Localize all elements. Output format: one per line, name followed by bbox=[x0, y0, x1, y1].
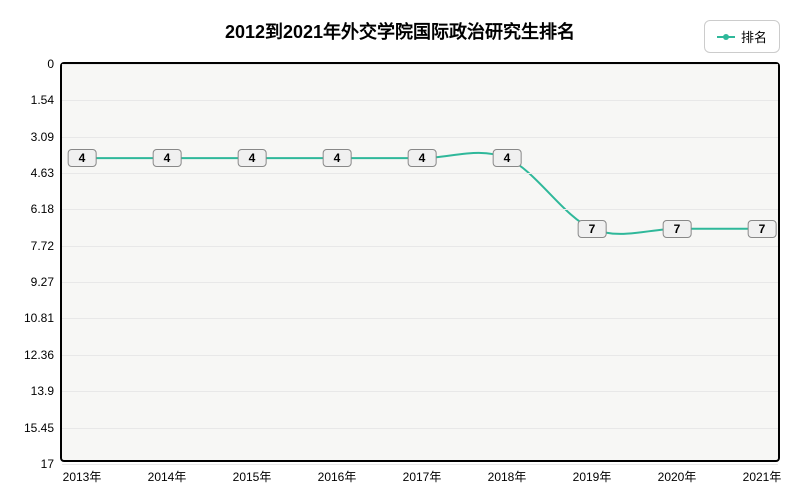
data-label: 4 bbox=[153, 149, 182, 167]
y-axis-label: 15.45 bbox=[24, 421, 54, 435]
x-axis-label: 2013年 bbox=[63, 468, 102, 485]
y-axis-label: 13.9 bbox=[31, 384, 54, 398]
data-label: 7 bbox=[663, 220, 692, 238]
grid-line bbox=[62, 318, 778, 319]
x-axis-label: 2019年 bbox=[573, 468, 612, 485]
y-axis-label: 1.54 bbox=[31, 93, 54, 107]
grid-line bbox=[62, 246, 778, 247]
data-label: 7 bbox=[748, 220, 777, 238]
plot-area: 01.543.094.636.187.729.2710.8112.3613.91… bbox=[60, 62, 780, 462]
y-axis-label: 7.72 bbox=[31, 239, 54, 253]
chart-container: 2012到2021年外交学院国际政治研究生排名 排名 01.543.094.63… bbox=[0, 0, 800, 500]
line-svg bbox=[62, 64, 778, 460]
y-axis-label: 0 bbox=[47, 57, 54, 71]
y-axis-label: 10.81 bbox=[24, 311, 54, 325]
y-axis-label: 12.36 bbox=[24, 348, 54, 362]
grid-line bbox=[62, 428, 778, 429]
legend: 排名 bbox=[704, 20, 780, 53]
grid-line bbox=[62, 282, 778, 283]
data-label: 4 bbox=[493, 149, 522, 167]
chart-title: 2012到2021年外交学院国际政治研究生排名 bbox=[0, 18, 800, 44]
legend-marker bbox=[723, 34, 729, 40]
y-axis-label: 17 bbox=[41, 457, 54, 471]
x-axis-label: 2015年 bbox=[233, 468, 272, 485]
grid-line bbox=[62, 100, 778, 101]
x-axis-label: 2014年 bbox=[148, 468, 187, 485]
grid-line bbox=[62, 464, 778, 465]
grid-line bbox=[62, 64, 778, 65]
grid-line bbox=[62, 355, 778, 356]
x-axis-label: 2018年 bbox=[488, 468, 527, 485]
grid-line bbox=[62, 173, 778, 174]
grid-line bbox=[62, 391, 778, 392]
x-axis-label: 2016年 bbox=[318, 468, 357, 485]
legend-label: 排名 bbox=[741, 27, 767, 46]
legend-line bbox=[717, 36, 735, 38]
x-axis-label: 2017年 bbox=[403, 468, 442, 485]
data-label: 4 bbox=[238, 149, 267, 167]
y-axis-label: 3.09 bbox=[31, 130, 54, 144]
data-label: 7 bbox=[578, 220, 607, 238]
y-axis-label: 4.63 bbox=[31, 166, 54, 180]
x-axis-label: 2021年 bbox=[743, 468, 782, 485]
x-axis-label: 2020年 bbox=[658, 468, 697, 485]
data-label: 4 bbox=[323, 149, 352, 167]
grid-line bbox=[62, 137, 778, 138]
data-label: 4 bbox=[408, 149, 437, 167]
data-label: 4 bbox=[68, 149, 97, 167]
y-axis-label: 6.18 bbox=[31, 202, 54, 216]
y-axis-label: 9.27 bbox=[31, 275, 54, 289]
grid-line bbox=[62, 209, 778, 210]
